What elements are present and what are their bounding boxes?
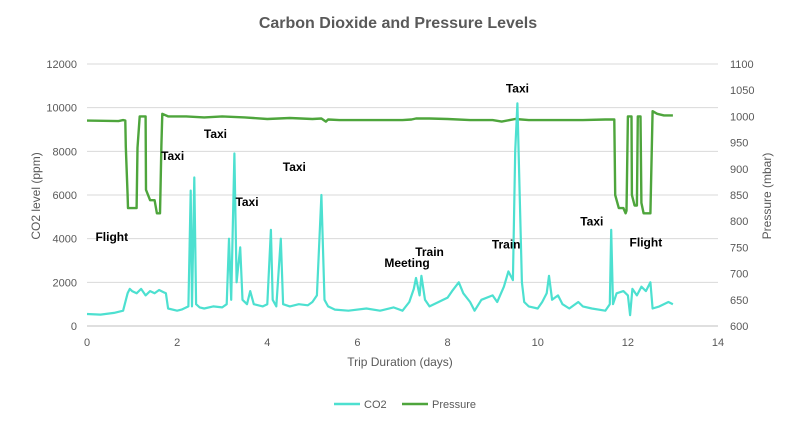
annotation-label: Taxi [235,195,258,209]
x-tick-label: 12 [622,337,634,349]
annotation-label: Taxi [506,81,529,95]
annotation-label: Taxi [283,160,306,174]
x-tick-label: 2 [174,337,180,349]
annotation-label: Taxi [161,149,184,163]
right-tick-label: 600 [730,321,748,333]
left-tick-label: 8000 [53,146,77,158]
annotation-label: Flight [630,235,663,249]
annotation-label: Train [415,245,444,259]
x-axis-label: Trip Duration (days) [347,355,453,369]
x-tick-label: 4 [264,337,270,349]
gridlines [87,63,718,327]
right-axis-label: Pressure (mbar) [760,153,774,240]
x-tick-label: 0 [84,337,90,349]
right-axis-ticks: 600 650 700 750 800 850 900 950 1000 1050 1100 [730,59,754,333]
right-tick-label: 750 [730,242,748,254]
series-layer [86,102,674,317]
left-tick-label: 4000 [53,234,77,246]
annotation-layer: FlightTaxiTaxiTaxiTaxiMeetingTrainTrainT… [95,81,662,270]
annotation-label: Meeting [384,256,429,270]
series-line-co2 [86,102,674,317]
right-tick-label: 1000 [730,111,754,123]
x-tick-label: 10 [532,337,544,349]
chart-title: Carbon Dioxide and Pressure Levels [259,15,537,32]
right-tick-label: 950 [730,138,748,150]
right-tick-label: 800 [730,216,748,228]
right-tick-label: 700 [730,269,748,281]
left-axis-label: CO2 level (ppm) [29,152,43,239]
left-tick-label: 6000 [53,190,77,202]
left-tick-label: 12000 [46,59,77,71]
annotation-label: Flight [95,230,128,244]
left-tick-label: 10000 [46,103,77,115]
right-tick-label: 900 [730,164,748,176]
left-tick-label: 2000 [53,277,77,289]
legend-label-pressure: Pressure [432,399,476,411]
right-tick-label: 1050 [730,85,754,97]
left-tick-label: 0 [71,321,77,333]
x-axis-ticks: 0 2 4 6 8 10 12 14 [84,337,724,349]
annotation-label: Taxi [204,127,227,141]
annotation-label: Taxi [580,215,603,229]
series-line-pressure [86,109,673,215]
x-tick-label: 8 [445,337,451,349]
legend-label-co2: CO2 [364,399,387,411]
annotation-label: Train [492,237,521,251]
right-tick-label: 850 [730,190,748,202]
x-tick-label: 14 [712,337,724,349]
left-axis-ticks: 0 2000 4000 6000 8000 10000 12000 [46,59,77,333]
right-tick-label: 1100 [730,59,754,71]
legend: CO2 Pressure [334,399,476,411]
x-tick-label: 6 [354,337,360,349]
right-tick-label: 650 [730,295,748,307]
